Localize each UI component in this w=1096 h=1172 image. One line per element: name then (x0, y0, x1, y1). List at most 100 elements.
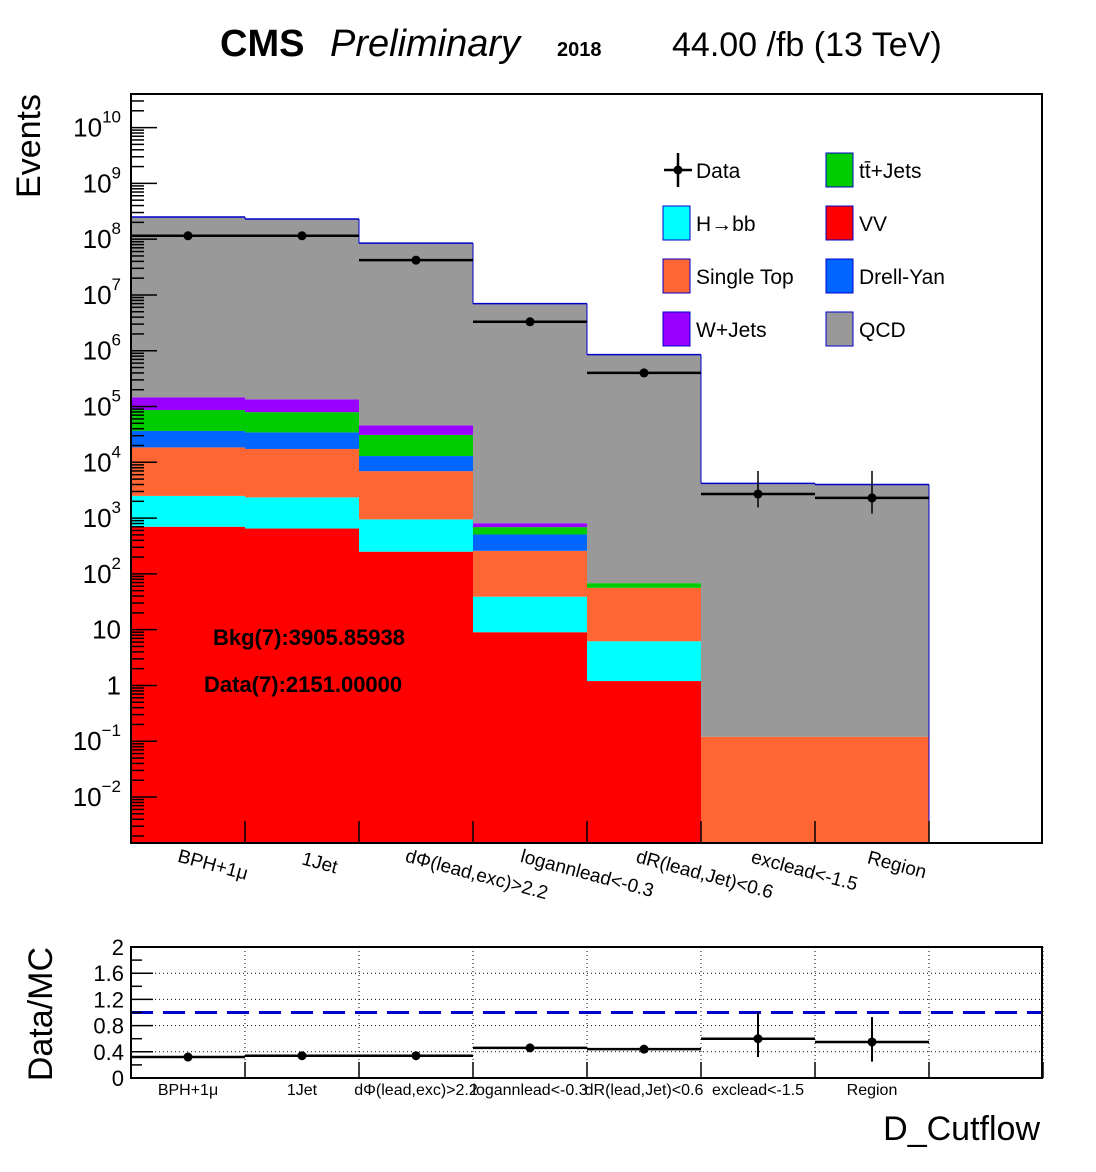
cms-label: CMS (220, 23, 304, 65)
main-y-tick-exp: 10 (102, 108, 121, 127)
bar-ttJets-2 (359, 434, 473, 457)
main-y-tick-label-11: 109 (83, 163, 121, 198)
bar-ttJets-0 (131, 410, 245, 431)
legend-swatch-QCD (825, 311, 854, 347)
bar-WJets-2 (359, 425, 473, 435)
legend-entry-SingleTop: Single Top (662, 258, 794, 294)
figure-label: D_Cutflow (883, 1110, 1040, 1148)
bar-WJets-1 (245, 399, 359, 413)
main-y-tick-base: 10 (73, 113, 102, 143)
main-y-tick-base: 10 (83, 336, 112, 366)
ratio-point-2 (411, 1051, 421, 1061)
legend-entry-QCD: QCD (825, 311, 906, 347)
legend-entry-Hbb: H→bb (662, 205, 756, 241)
main-y-tick-label-8: 106 (83, 331, 121, 366)
bar-VV-4 (587, 681, 701, 843)
bar-Hbb-2 (359, 519, 473, 552)
bar-Hbb-0 (131, 495, 245, 527)
ratio-x-tick-label-6: Region (847, 1082, 898, 1099)
ratio-y-axis-title: Data/MC (22, 947, 60, 1081)
bar-SingleTop-5 (701, 736, 815, 843)
ratio-plot: 00.40.81.21.62 BPH+1μ 1Jet dΦ(lead,exc)>2.… (22, 935, 1044, 1099)
main-y-tick-label-6: 104 (83, 442, 121, 477)
main-y-tick-base: 10 (83, 447, 112, 477)
ratio-point-0 (183, 1052, 193, 1062)
main-y-tick-exp: 8 (112, 219, 121, 238)
main-y-axis-title: Events (10, 94, 48, 198)
main-y-tick-label-0: 10−2 (73, 777, 121, 812)
ratio-y-tick-label-5: 2 (112, 935, 124, 960)
main-y-tick-exp: −1 (102, 721, 121, 740)
ratio-y-axis: 00.40.81.21.62 (93, 935, 153, 1091)
main-x-tick-label-6: Region (865, 847, 929, 883)
lumi-label: 44.00 /fb (13 TeV) (672, 26, 942, 64)
legend: Data tt̄+Jets H→bb VV Single Top Drell-Yan W+J… (662, 152, 945, 347)
bar-ttJets-4 (587, 583, 701, 588)
bar-Hbb-3 (473, 596, 587, 633)
main-y-tick-base: 10 (83, 224, 112, 254)
bar-WJets-3 (473, 523, 587, 528)
legend-label-Hbb: H→bb (696, 213, 756, 236)
bar-QCD-4 (587, 354, 701, 584)
ratio-x-tick-label-5: exclead<-1.5 (712, 1082, 804, 1099)
bar-ttJets-3 (473, 527, 587, 535)
main-x-tick-label-0: BPH+1μ (176, 846, 251, 885)
main-y-tick-base: 10 (83, 392, 112, 422)
bar-QCD-6 (815, 484, 929, 737)
ratio-y-tick-label-0: 0 (112, 1066, 124, 1091)
legend-data-marker (673, 165, 683, 175)
main-y-tick-label-12: 1010 (73, 108, 121, 143)
preliminary-label: Preliminary (330, 23, 522, 65)
main-y-tick-label-7: 105 (83, 387, 121, 422)
bar-QCD-2 (359, 243, 473, 426)
legend-swatch-WJets (662, 311, 691, 347)
ratio-y-tick-label-4: 1.6 (93, 961, 124, 986)
legend-label-data: Data (696, 160, 741, 183)
main-y-tick-base: 10 (83, 559, 112, 589)
legend-label-DrellYan: Drell-Yan (859, 266, 945, 289)
main-y-tick-exp: 5 (112, 387, 121, 406)
data-point-2 (411, 255, 421, 265)
bar-SingleTop-3 (473, 550, 587, 597)
legend-swatch-ttJets (825, 152, 854, 188)
bar-SingleTop-0 (131, 447, 245, 496)
bar-SingleTop-2 (359, 471, 473, 520)
bar-DrellYan-2 (359, 456, 473, 472)
ratio-point-6 (867, 1037, 877, 1047)
ratio-x-tick-label-2: dΦ(lead,exc)>2.2 (354, 1082, 478, 1099)
ratio-point-1 (297, 1051, 307, 1061)
legend-entry-WJets: W+Jets (662, 311, 767, 347)
legend-entry-data: Data (664, 153, 741, 187)
main-y-tick-exp: 2 (112, 554, 121, 573)
ratio-y-tick-label-1: 0.4 (93, 1040, 124, 1065)
bar-QCD-5 (701, 483, 815, 737)
legend-entry-VV: VV (825, 205, 887, 241)
main-y-tick-base: 10 (83, 503, 112, 533)
bar-QCD-0 (131, 216, 245, 398)
ratio-x-tick-label-3: logannlead<-0.3 (472, 1082, 587, 1099)
bar-SingleTop-6 (815, 736, 929, 843)
bar-DrellYan-1 (245, 432, 359, 449)
main-plot: 10−210−11101021031041051061071081091010 … (10, 93, 1043, 904)
main-y-tick-label-9: 107 (83, 275, 121, 310)
ratio-grid (131, 947, 1044, 1078)
data-point-4 (639, 368, 649, 378)
legend-label-VV: VV (859, 213, 887, 236)
legend-label-WJets: W+Jets (696, 319, 767, 342)
main-y-tick-base: 10 (83, 168, 112, 198)
ratio-x-axis: BPH+1μ 1Jet dΦ(lead,exc)>2.2logannlead<-0.… (158, 1062, 1044, 1099)
bar-DrellYan-3 (473, 534, 587, 551)
legend-label-ttJets: tt̄+Jets (859, 160, 921, 183)
main-y-tick-exp: 7 (112, 275, 121, 294)
bar-SingleTop-4 (587, 587, 701, 642)
main-y-tick-exp: −2 (102, 777, 121, 796)
data-point-1 (297, 231, 307, 241)
year-label: 2018 (557, 39, 602, 61)
bar-ttJets-1 (245, 412, 359, 433)
main-y-tick-base: 10 (83, 280, 112, 310)
main-y-tick-base: 10 (73, 726, 102, 756)
legend-entry-DrellYan: Drell-Yan (825, 258, 945, 294)
ratio-point-3 (525, 1043, 535, 1053)
